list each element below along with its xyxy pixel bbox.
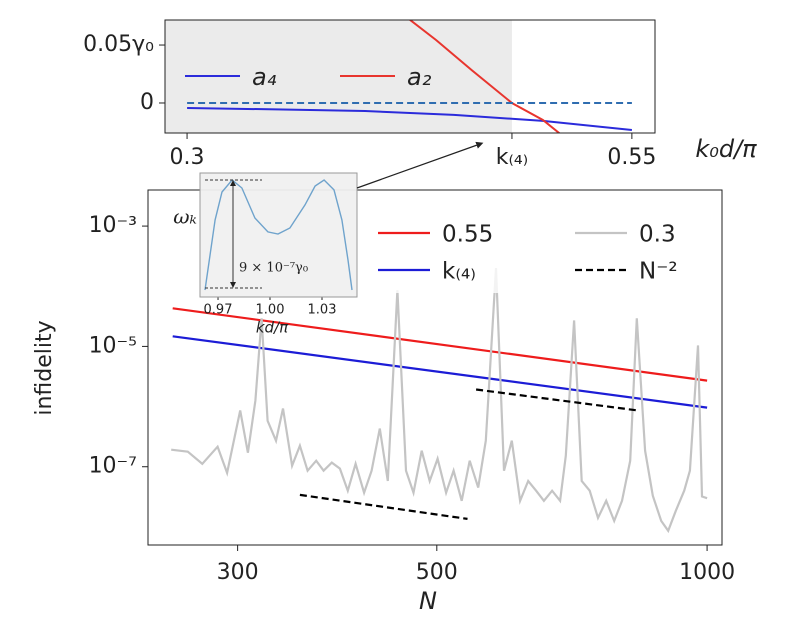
legend-label: k₍₄₎ bbox=[442, 259, 476, 285]
series-line bbox=[172, 335, 708, 409]
legend-label: 0.55 bbox=[442, 222, 493, 248]
legend-label: 0.3 bbox=[639, 222, 676, 248]
series-line bbox=[187, 107, 633, 131]
x-axis-label: k₀d/π bbox=[695, 135, 757, 163]
legend-label: N⁻² bbox=[639, 259, 678, 285]
axes-frame bbox=[164, 19, 656, 134]
x-tick-label: 0.55 bbox=[607, 145, 656, 170]
y-axis-label: ωₖ bbox=[173, 205, 197, 229]
y-tick-label: 10⁻⁷ bbox=[89, 454, 137, 479]
x-tick-label: 1.00 bbox=[256, 303, 285, 318]
axes-frame bbox=[147, 189, 723, 546]
x-tick-label: 1000 bbox=[679, 560, 735, 585]
legend-background bbox=[366, 205, 716, 293]
series-line bbox=[172, 307, 708, 382]
x-tick-label: 0.97 bbox=[204, 303, 233, 318]
x-axis-label: N bbox=[419, 587, 437, 615]
series-line bbox=[299, 388, 639, 520]
x-tick-label: 0.3 bbox=[170, 145, 205, 170]
series-line bbox=[408, 20, 561, 133]
y-tick-label: 10⁻⁵ bbox=[89, 333, 137, 358]
x-tick-label: 1.03 bbox=[308, 303, 337, 318]
pointer-arrow bbox=[356, 141, 484, 189]
y-tick-label: 0.05γ₀ bbox=[83, 32, 154, 57]
legend-label: a₂ bbox=[407, 63, 432, 91]
y-tick-label: 0 bbox=[140, 90, 154, 115]
series-line bbox=[171, 268, 708, 534]
y-axis-label: infidelity bbox=[32, 320, 57, 415]
x-tick-label: k₍₄₎ bbox=[496, 145, 528, 170]
x-tick-label: 300 bbox=[217, 560, 259, 585]
panel-background bbox=[200, 173, 357, 297]
axes-frame bbox=[199, 172, 358, 298]
x-axis-label: kd/π bbox=[256, 319, 289, 337]
x-tick-label: 500 bbox=[416, 560, 458, 585]
legend-label: a₄ bbox=[252, 63, 277, 91]
annotation: 9 × 10⁻⁷γ₀ bbox=[239, 261, 308, 276]
series-line bbox=[204, 179, 353, 291]
y-tick-label: 10⁻³ bbox=[89, 213, 137, 238]
